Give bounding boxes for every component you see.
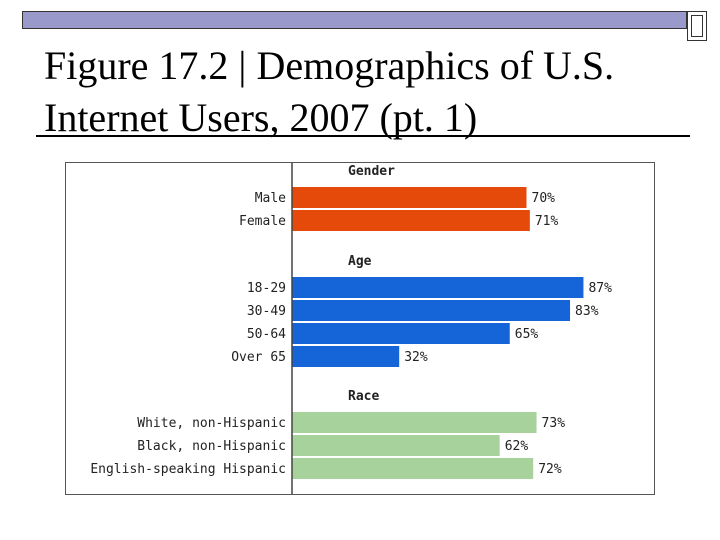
- bar-2-2: [292, 458, 534, 479]
- bar-2-1: [292, 435, 500, 456]
- value-label-2-1: 62%: [505, 439, 529, 454]
- value-label-1-1: 83%: [575, 304, 599, 319]
- bar-1-1: [292, 300, 571, 321]
- category-label-2-0: White, non-Hispanic: [137, 416, 286, 431]
- title-underline: [36, 135, 690, 137]
- group-title-1: Age: [348, 254, 372, 269]
- value-label-0-1: 71%: [535, 214, 559, 229]
- value-label-2-2: 72%: [538, 462, 562, 477]
- category-label-1-3: Over 65: [231, 350, 286, 365]
- chart-frame: Gender Male 70% Female 71% Age 18-29 87% 30-49 83…: [65, 162, 655, 495]
- category-label-1-2: 50-64: [247, 327, 286, 342]
- category-label-0-1: Female: [239, 214, 286, 229]
- slide-title: Figure 17.2 | Demographics of U.S. Inter…: [44, 40, 684, 144]
- bar-0-1: [292, 210, 530, 231]
- title-bar-decoration: [22, 11, 687, 29]
- value-label-0-0: 70%: [532, 191, 556, 206]
- bar-0-0: [292, 187, 527, 208]
- category-label-2-2: English-speaking Hispanic: [90, 462, 286, 477]
- group-title-0: Gender: [348, 164, 395, 179]
- group-title-2: Race: [348, 389, 379, 404]
- bar-2-0: [292, 412, 537, 433]
- slide-title-line-2: Internet Users, 2007 (pt. 1): [44, 95, 478, 140]
- category-label-0-0: Male: [255, 191, 286, 206]
- slide-title-line-1: Figure 17.2 | Demographics of U.S.: [44, 43, 615, 88]
- value-label-1-3: 32%: [404, 350, 428, 365]
- value-label-2-0: 73%: [542, 416, 566, 431]
- corner-box-decoration: [687, 11, 707, 41]
- bar-1-0: [292, 277, 584, 298]
- demographics-bar-chart: Gender Male 70% Female 71% Age 18-29 87% 30-49 83…: [90, 163, 612, 494]
- bar-1-2: [292, 323, 510, 344]
- category-label-1-0: 18-29: [247, 281, 286, 296]
- value-label-1-2: 65%: [515, 327, 539, 342]
- category-label-2-1: Black, non-Hispanic: [137, 439, 286, 454]
- category-label-1-1: 30-49: [247, 304, 286, 319]
- value-label-1-0: 87%: [588, 281, 612, 296]
- bar-1-3: [292, 346, 400, 367]
